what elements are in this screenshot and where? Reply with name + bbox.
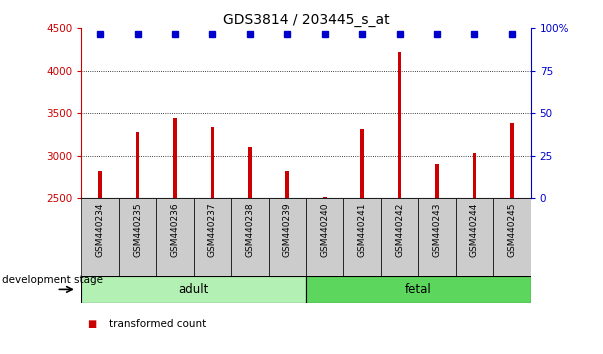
Text: GSM440245: GSM440245: [507, 202, 516, 257]
Bar: [435, 164, 439, 198]
Bar: [418, 198, 456, 276]
Bar: [306, 198, 344, 276]
Text: GSM440235: GSM440235: [133, 202, 142, 257]
Bar: [398, 52, 402, 198]
Bar: [248, 147, 251, 198]
Bar: [361, 129, 364, 198]
Bar: [473, 153, 476, 198]
Text: GSM440237: GSM440237: [208, 202, 217, 257]
Bar: [306, 276, 531, 303]
Bar: [493, 198, 531, 276]
Bar: [136, 132, 139, 198]
Title: GDS3814 / 203445_s_at: GDS3814 / 203445_s_at: [223, 13, 390, 27]
Text: adult: adult: [178, 283, 209, 296]
Bar: [268, 198, 306, 276]
Bar: [285, 171, 289, 198]
Bar: [173, 118, 177, 198]
Text: GSM440234: GSM440234: [96, 202, 105, 257]
Bar: [510, 122, 514, 198]
Bar: [81, 276, 306, 303]
Bar: [344, 198, 381, 276]
Text: GSM440239: GSM440239: [283, 202, 292, 257]
Text: GSM440240: GSM440240: [320, 202, 329, 257]
Bar: [98, 171, 102, 198]
Text: development stage: development stage: [2, 275, 103, 285]
Text: fetal: fetal: [405, 283, 432, 296]
Text: GSM440243: GSM440243: [432, 202, 441, 257]
Text: GSM440241: GSM440241: [358, 202, 367, 257]
Bar: [381, 198, 418, 276]
Bar: [456, 198, 493, 276]
Bar: [231, 198, 268, 276]
Text: GSM440242: GSM440242: [395, 202, 404, 257]
Bar: [210, 127, 214, 198]
Text: GSM440244: GSM440244: [470, 202, 479, 257]
Text: GSM440236: GSM440236: [171, 202, 180, 257]
Text: GSM440238: GSM440238: [245, 202, 254, 257]
Text: ■: ■: [87, 319, 96, 329]
Bar: [194, 198, 231, 276]
Bar: [81, 198, 119, 276]
Bar: [119, 198, 156, 276]
Text: transformed count: transformed count: [109, 319, 206, 329]
Bar: [156, 198, 194, 276]
